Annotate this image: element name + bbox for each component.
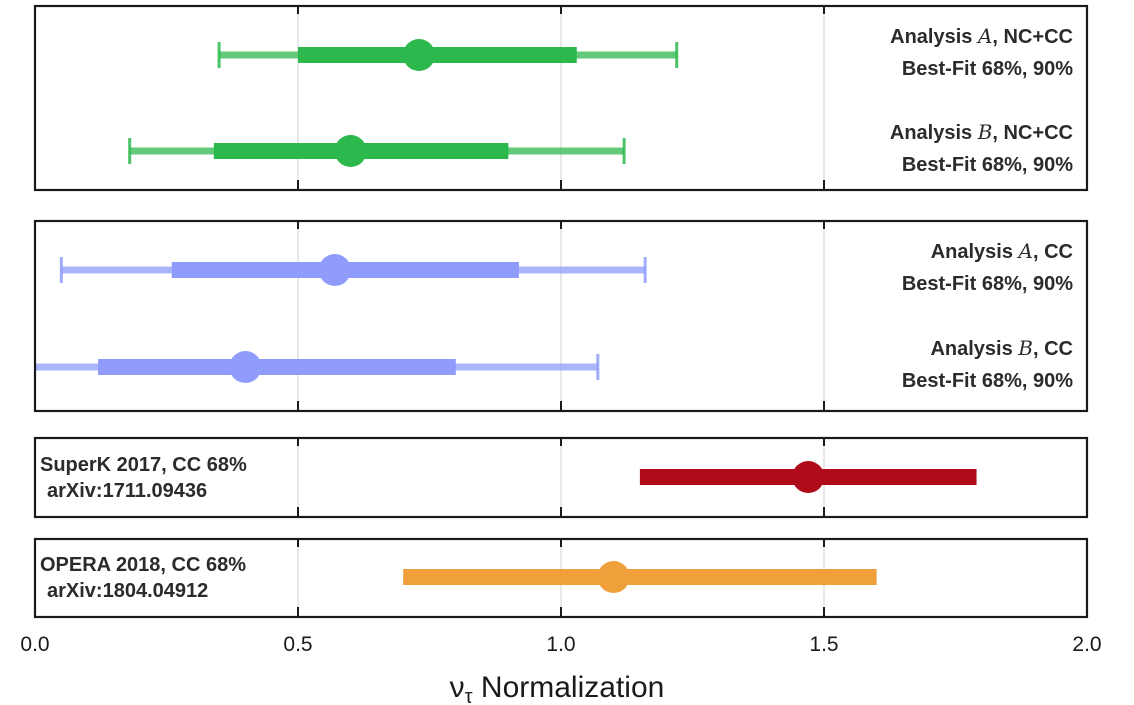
entry-sublabel-p1-e2: Best-Fit 68%, 90%	[902, 154, 1073, 176]
best-fit-point-p1-e1	[402, 39, 435, 71]
text-layer: Analysis A, NC+CC Best-Fit 68%, 90% Analys…	[40, 24, 1073, 602]
x-tick-label-4: 2.0	[1072, 633, 1101, 656]
entry-label-p1-e1: Analysis A, NC+CC	[890, 24, 1073, 48]
x-axis-label: ντ Normalization	[450, 671, 665, 705]
entry-label-p4-e1: OPERA 2018, CC 68%	[40, 554, 246, 576]
entry-label-p3-e1: SuperK 2017, CC 68%	[40, 454, 247, 476]
best-fit-point-p3-e1	[792, 461, 825, 493]
marks-layer	[35, 39, 977, 593]
x-tick-label-1: 0.5	[283, 633, 312, 656]
entry-sublabel-p4-e1: arXiv:1804.04912	[47, 580, 208, 602]
best-fit-point-p2-e2	[229, 351, 262, 383]
entry-sublabel-p1-e1: Best-Fit 68%, 90%	[902, 58, 1073, 80]
best-fit-point-p2-e1	[318, 254, 351, 286]
entry-sublabel-p2-e1: Best-Fit 68%, 90%	[902, 273, 1073, 295]
x-axis: 0.0 0.5 1.0 1.5 2.0 ντ Normalization	[20, 6, 1102, 705]
entry-sublabel-p3-e1: arXiv:1711.09436	[47, 480, 207, 502]
x-tick-label-0: 0.0	[20, 633, 49, 656]
x-tick-label-3: 1.5	[809, 633, 838, 656]
entry-label-p1-e2: Analysis B, NC+CC	[890, 120, 1073, 144]
grid-layer	[297, 6, 825, 617]
entry-sublabel-p2-e2: Best-Fit 68%, 90%	[902, 370, 1073, 392]
entry-label-p2-e2: Analysis B, CC	[930, 336, 1073, 360]
best-fit-point-p4-e1	[597, 561, 630, 593]
x-tick-label-2: 1.0	[546, 633, 575, 656]
entry-label-p2-e1: Analysis A, CC	[931, 239, 1073, 263]
best-fit-point-p1-e2	[334, 135, 367, 167]
